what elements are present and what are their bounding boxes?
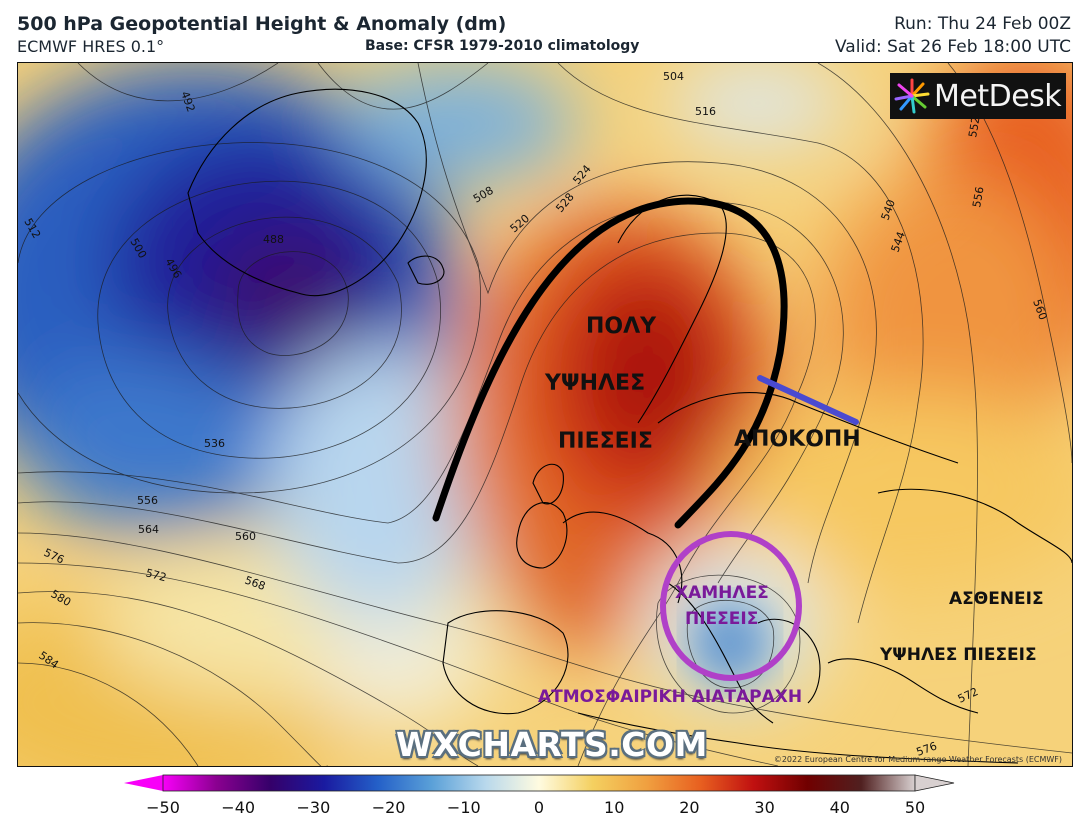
anomaly-map: 492 488 496 500 504 508 512 516 520 524 … [17,62,1073,767]
height-contours [18,63,1072,766]
cutoff-line [757,375,859,425]
contour-label: 552 [966,116,982,139]
annotation-weak-line2: ΥΨΗΛΕΣ ΠΙΕΣΕΙΣ [880,645,1037,665]
colorbar-tick-label: −40 [221,798,256,817]
annotation-low-line2: ΠΙΕΣΕΙΣ [685,609,759,629]
annotation-high-line1: ΠΟΛΥ [586,314,657,339]
low-pressure-circle [660,531,802,681]
colorbar-tick-label: 20 [679,798,700,817]
low-core [692,603,768,683]
colorbar-tick-label: −20 [371,798,406,817]
colorbar-tick-label: 10 [604,798,625,817]
annotation-weak-line1: ΑΣΘΕΝΕΙΣ [949,589,1044,609]
contour-value-labels: 492 488 496 500 504 508 512 516 520 524 … [21,70,1049,759]
colorbar-max-extend [914,774,955,792]
wxcharts-watermark: WXCHARTS.COM [396,725,708,764]
model-label: ECMWF HRES 0.1° [17,37,165,56]
run-time-label: Run: Thu 24 Feb 00Z [894,14,1071,34]
annotation-low-line1: ΧΑΜΗΛΕΣ [675,583,769,603]
colorbar-tick-label: 0 [533,798,545,817]
contour-label: 556 [970,186,986,209]
annotation-high-line3: ΠΙΕΣΕΙΣ [558,429,653,454]
anomaly-field [18,63,1072,766]
colorbar-min-extend [124,775,163,791]
map-canvas: 492 488 496 500 504 508 512 516 520 524 … [18,63,1072,766]
annotation-disturbance: ΑΤΜΟΣΦΑΙΡΙΚΗ ΔΙΑΤΑΡΑΧΗ [538,687,803,707]
climatology-base-label: Base: CFSR 1979-2010 climatology [365,38,640,54]
metdesk-burst-icon [894,78,930,114]
contour-label: 556 [137,494,158,507]
contour-label: 516 [695,105,716,118]
copyright-notice: ©2022 European Centre for Medium-range W… [773,755,1062,764]
contour-label: 560 [235,530,256,543]
valid-time-label: Valid: Sat 26 Feb 18:00 UTC [834,37,1071,57]
annotation-cutoff: ΑΠΟΚΟΠΗ [734,427,861,452]
chart-title: 500 hPa Geopotential Height & Anomaly (d… [17,13,507,35]
metdesk-logo: MetDesk [890,73,1066,119]
metdesk-logo-text: MetDesk [934,78,1062,114]
contour-label: 572 [144,566,168,584]
colorbar-graphic [124,774,955,792]
chart-header: 500 hPa Geopotential Height & Anomaly (d… [0,0,1088,62]
annotation-high-line2: ΥΨΗΛΕΣ [545,371,646,396]
colorbar-bar [162,774,916,792]
colorbar-tick-label: 40 [829,798,850,817]
contour-label: 564 [138,523,159,536]
colorbar-tick-label: 50 [904,798,926,817]
colorbar-tick-label: 30 [754,798,775,817]
contour-label: 504 [663,70,684,83]
anomaly-colorbar: −50 −40 −30 −20 −10 0 10 20 30 40 50 [0,770,1088,833]
contour-label: 488 [263,233,284,246]
contour-label: 536 [204,437,225,450]
colorbar-tick-label: −50 [146,798,180,817]
colorbar-tick-label: −10 [446,798,481,817]
colorbar-tick-label: −30 [296,798,331,817]
ridge-arc [432,197,788,529]
